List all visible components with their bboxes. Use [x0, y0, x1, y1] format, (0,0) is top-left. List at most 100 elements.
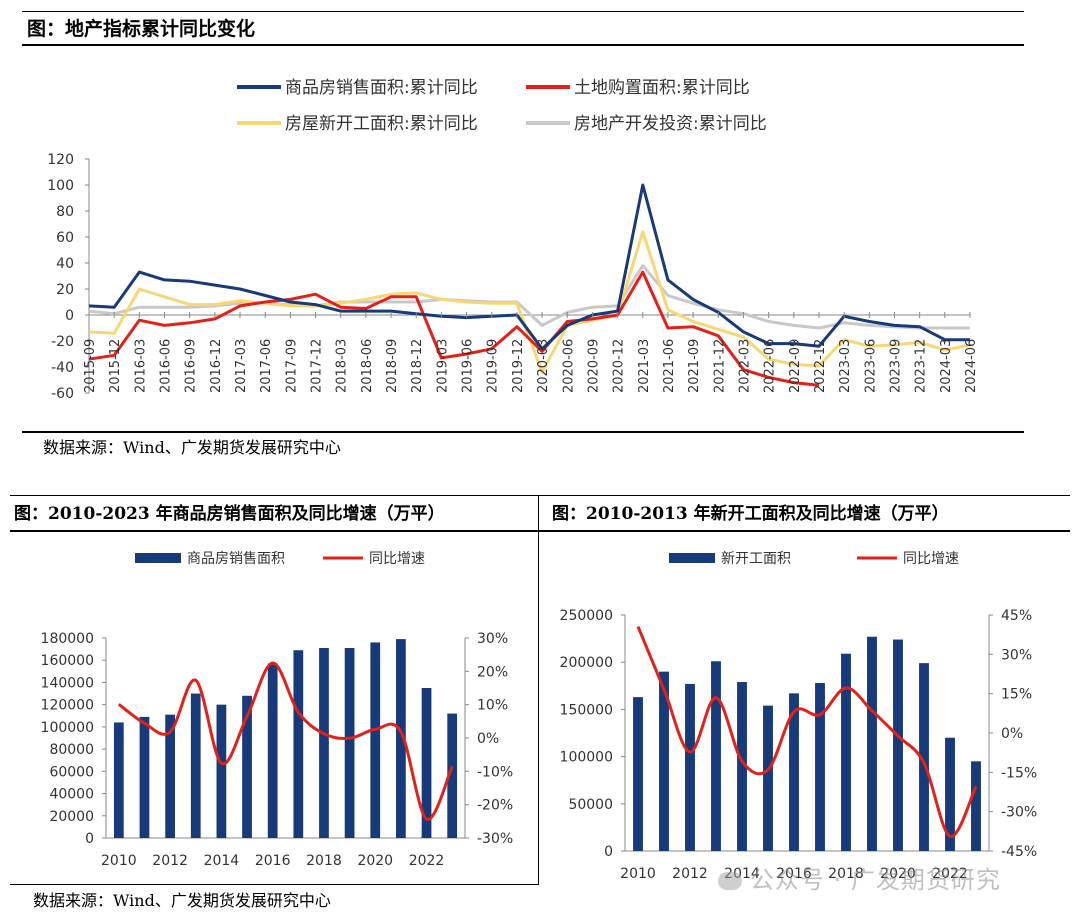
x-tick-label: 2018	[306, 853, 342, 869]
bottom-rule-2	[10, 530, 1070, 532]
y-tick-label: -20	[51, 334, 74, 350]
series-line	[88, 183, 970, 351]
x-tick-label: 2014	[204, 853, 240, 869]
new-starts-chart: 新开工面积 同比增速 0 50000 100000 150000 200000 250000 -…	[560, 551, 1038, 882]
y2-tick-label: 30%	[1001, 647, 1032, 663]
bar	[971, 761, 981, 851]
y-tick-label: 150000	[560, 702, 613, 718]
x-tick-label: 2020-09	[586, 339, 601, 393]
bar	[447, 713, 458, 838]
y-tick-label: 120	[47, 152, 74, 168]
x-tick-label: 2015-12	[108, 339, 123, 393]
x-tick-label: 2019-06	[461, 339, 476, 393]
y-tick-label: 100000	[41, 720, 94, 736]
y2-tick-label: -20%	[477, 798, 513, 814]
top-rule-1	[22, 11, 1024, 12]
x-tick-label: 2016-09	[184, 339, 199, 393]
growth-line	[117, 661, 454, 821]
x-tick-label: 2018	[828, 866, 864, 882]
y-tick-label: 0	[85, 831, 94, 847]
bar	[711, 661, 721, 851]
x-tick-label: 2016	[255, 853, 291, 869]
x-tick-label: 2016-06	[159, 339, 174, 393]
bottom-divider	[538, 495, 539, 885]
bar	[293, 650, 304, 838]
bar	[685, 683, 695, 851]
legend-label: 新开工面积	[721, 551, 791, 567]
x-tick-label: 2018-12	[410, 339, 425, 393]
bottom-source: 数据来源：Wind、广发期货发展研究中心	[33, 891, 331, 910]
x-tick-label: 2016	[776, 866, 812, 882]
x-tick-label: 2018-09	[385, 339, 400, 393]
x-tick-label: 2020	[357, 853, 393, 869]
y2-tick-label: 15%	[1001, 687, 1032, 703]
y-tick-label: 0	[65, 308, 74, 324]
growth-line	[636, 625, 978, 838]
watermark-text: 公众号 · 广发期货研究	[750, 866, 1001, 894]
y-tick-label: 100000	[560, 750, 613, 766]
x-tick-label: 2020-06	[561, 339, 576, 393]
x-tick-label: 2023-03	[838, 339, 853, 393]
y2-tick-label: -30%	[1001, 805, 1037, 821]
top-source: 数据来源：Wind、广发期货发展研究中心	[43, 438, 341, 457]
y-tick-label: 120000	[41, 698, 94, 714]
bar	[319, 648, 329, 838]
y-tick-label: 60000	[49, 764, 94, 780]
bottom-right-title: 图：2010-2013 年新开工面积及同比增速（万平）	[552, 504, 949, 524]
y-tick-label: 80000	[49, 742, 94, 758]
x-tick-label: 2020-03	[536, 339, 551, 393]
legend-label: 土地购置面积:累计同比	[574, 78, 750, 98]
y-tick-label: 60	[56, 230, 74, 246]
x-tick-label: 2012	[672, 866, 708, 882]
bar	[113, 722, 124, 838]
x-tick-label: 2021-12	[712, 339, 727, 393]
y2-tick-label: 45%	[1001, 608, 1032, 624]
x-tick-label: 2018-06	[360, 339, 375, 393]
bar	[139, 716, 150, 838]
y2-tick-label: 0%	[477, 731, 499, 747]
x-tick-label: 2010	[101, 853, 137, 869]
y2-tick-label: 0%	[1001, 726, 1023, 742]
y-tick-label: 50000	[568, 797, 613, 813]
legend-label: 房屋新开工面积:累计同比	[285, 114, 478, 134]
x-tick-label: 2017-12	[310, 339, 325, 393]
bar	[763, 705, 773, 851]
y-tick-label: 160000	[41, 653, 94, 669]
y2-tick-label: -10%	[477, 764, 513, 780]
x-tick-label: 2022	[409, 853, 445, 869]
top-axes: -60 -40 -20 0 20 40 60 80 100 120	[47, 152, 970, 402]
bar	[267, 663, 278, 838]
legend-swatch	[669, 553, 715, 563]
x-tick-label: 2019-12	[511, 339, 526, 393]
bar	[789, 693, 799, 851]
legend-label: 商品房销售面积	[187, 551, 285, 567]
x-tick-label: 2017-09	[284, 339, 299, 393]
bar	[841, 653, 851, 851]
x-tick-label: 2018-03	[335, 339, 350, 393]
sales-area-chart: 商品房销售面积 同比增速 0 20000 40000 60000 80000 100000 12…	[41, 551, 514, 869]
series-line	[88, 270, 820, 387]
bar	[421, 688, 432, 838]
y-tick-label: 80	[56, 204, 74, 220]
y2-tick-label: -15%	[1001, 765, 1037, 781]
top-x-ticks: 2015-09 2015-12 2016-03 2016-06 2016-09 2016-…	[83, 312, 979, 393]
wechat-icon	[718, 872, 742, 890]
bar	[893, 639, 903, 851]
legend-label: 商品房销售面积:累计同比	[285, 78, 478, 98]
y-tick-label: 40000	[49, 787, 94, 803]
y2-tick-label: 20%	[477, 664, 508, 680]
x-tick-label: 2016-03	[133, 339, 148, 393]
x-tick-label: 2017-06	[259, 339, 274, 393]
y-tick-label: -40	[51, 360, 74, 376]
x-tick-label: 2012	[152, 853, 188, 869]
x-tick-label: 2016-12	[209, 339, 224, 393]
bottom-rule-top	[10, 495, 1070, 496]
y-tick-label: 200000	[560, 655, 613, 671]
x-tick-label: 2023-06	[863, 339, 878, 393]
x-tick-label: 2015-09	[83, 339, 98, 393]
x-tick-label: 2024-06	[964, 339, 979, 393]
legend-label: 同比增速	[369, 551, 425, 567]
bar	[815, 682, 825, 851]
y-tick-label: 20	[56, 282, 74, 298]
